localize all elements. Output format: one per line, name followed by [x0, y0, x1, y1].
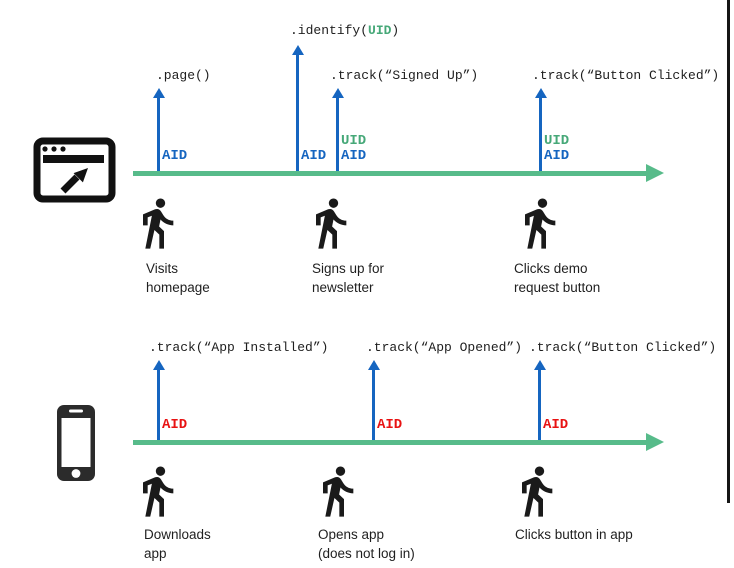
web-timeline	[133, 164, 664, 182]
mobile-step-caption: Opens app (does not log in)	[318, 527, 415, 561]
web-event-id-tags: AID	[162, 149, 187, 164]
id-tag: AID	[162, 417, 188, 433]
web-event-call: .page()	[156, 68, 211, 83]
mobile-event-call: .track(“App Opened”)	[366, 340, 523, 355]
arrowhead-icon	[331, 88, 344, 98]
mobile-event-id-tags: AID	[543, 418, 568, 433]
web-event-id-tags: AID	[301, 149, 326, 164]
walking-person-icon	[129, 195, 185, 251]
id-tag: AID	[341, 148, 367, 164]
web-step-caption: Clicks demo request button	[514, 261, 601, 295]
id-tag: AID	[301, 148, 327, 164]
web-event-id-tags: UID AID	[544, 134, 569, 164]
web-event-id-tags: UID AID	[341, 134, 366, 164]
id-tag: UID	[544, 133, 570, 149]
arrowhead-icon	[291, 45, 304, 55]
walking-person-icon	[302, 195, 358, 251]
id-tag: AID	[377, 417, 403, 433]
arrowhead-icon	[534, 88, 547, 98]
mobile-event-arrow	[152, 360, 165, 440]
mobile-event-call: .track(“Button Clicked”)	[529, 340, 717, 355]
mobile-timeline-arrowhead	[646, 433, 664, 451]
mobile-step-caption: Downloads app	[144, 527, 211, 561]
walking-person-icon	[309, 463, 365, 519]
screenshot-right-border	[727, 0, 730, 503]
arrowhead-icon	[533, 360, 546, 370]
walking-person-icon	[511, 195, 567, 251]
smartphone-icon	[55, 403, 97, 488]
browser-window-icon	[33, 137, 116, 208]
id-tag: AID	[543, 417, 569, 433]
mobile-event-id-tags: AID	[162, 418, 187, 433]
walking-person-icon	[508, 463, 564, 519]
walking-person-icon	[129, 463, 185, 519]
web-event-call: .identify(UID)	[290, 23, 400, 38]
web-step-caption: Visits homepage	[146, 261, 210, 295]
id-tag: AID	[162, 148, 188, 164]
web-event-call: .track(“Button Clicked”)	[532, 68, 720, 83]
arrowhead-icon	[152, 360, 165, 370]
mobile-step-caption: Clicks button in app	[515, 527, 633, 542]
mobile-event-call: .track(“App Installed”)	[149, 340, 329, 355]
web-event-call: .track(“Signed Up”)	[330, 68, 479, 83]
mobile-event-arrow	[533, 360, 546, 440]
web-event-arrow	[331, 88, 344, 171]
mobile-event-arrow	[367, 360, 380, 440]
web-timeline-arrowhead	[646, 164, 664, 182]
id-tag: UID	[341, 133, 367, 149]
mobile-timeline	[133, 433, 664, 451]
web-step-caption: Signs up for newsletter	[312, 261, 385, 295]
web-event-arrow	[152, 88, 165, 171]
id-tag: AID	[544, 148, 570, 164]
arrowhead-icon	[152, 88, 165, 98]
arrowhead-icon	[367, 360, 380, 370]
web-event-arrow	[291, 45, 304, 171]
web-event-arrow	[534, 88, 547, 171]
mobile-event-id-tags: AID	[377, 418, 402, 433]
